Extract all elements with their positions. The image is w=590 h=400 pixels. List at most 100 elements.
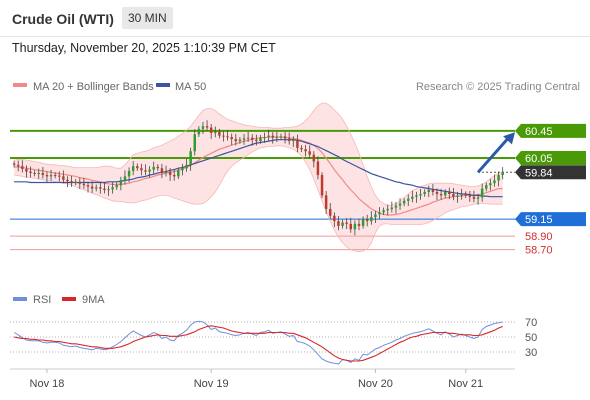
candle: [119, 176, 123, 191]
candle-body: [349, 223, 353, 230]
candle-body: [181, 168, 184, 171]
candle-body: [99, 187, 102, 189]
candle: [443, 189, 447, 199]
candlesticks: [12, 120, 504, 236]
candle: [423, 189, 426, 197]
level-tag-text: 60.45: [525, 126, 553, 138]
candle: [448, 187, 451, 200]
candle: [230, 133, 233, 146]
candle: [378, 207, 381, 219]
candle: [382, 207, 385, 216]
ma20-legend-label: MA 20 + Bollinger Bands: [33, 81, 154, 93]
candle: [386, 204, 389, 216]
candle-body: [324, 195, 328, 209]
level-tag-resistance: 60.45: [515, 123, 586, 138]
level-tag-text: 60.05: [525, 153, 553, 165]
ma20-legend-swatch: [13, 83, 27, 87]
candle-body: [378, 212, 381, 215]
candle: [271, 132, 274, 144]
candle: [251, 134, 254, 146]
candle-body: [333, 215, 336, 222]
candle: [464, 191, 467, 199]
candle: [361, 216, 365, 229]
candle-body: [472, 196, 476, 199]
candle-body: [485, 185, 488, 189]
candle: [33, 170, 36, 177]
candle: [58, 171, 61, 182]
candle: [140, 163, 143, 176]
candle-body: [283, 136, 287, 139]
candle: [115, 182, 118, 190]
candle: [349, 217, 353, 233]
candle-body: [464, 194, 467, 196]
candle: [86, 181, 90, 193]
candle: [292, 136, 295, 148]
candle: [222, 131, 225, 142]
candle-body: [201, 126, 205, 129]
candle-body: [127, 170, 131, 177]
candle-body: [267, 135, 270, 138]
candle-body: [58, 175, 61, 177]
candle-body: [82, 183, 86, 186]
candle: [435, 188, 439, 200]
candle-body: [259, 137, 262, 142]
candle: [493, 174, 496, 187]
candle: [21, 160, 24, 173]
rsi-panel: 30 50 70: [10, 317, 537, 365]
candle: [320, 172, 324, 199]
candle-body: [411, 196, 414, 199]
candle-body: [193, 134, 196, 152]
candle-body: [292, 139, 295, 142]
instrument-title: Crude Oil (WTI): [12, 11, 114, 27]
candle: [345, 218, 348, 230]
candle-body: [480, 188, 484, 198]
candle-body: [263, 137, 266, 139]
candle: [62, 170, 65, 184]
candle-body: [316, 161, 320, 176]
bollinger-upper-line: [14, 102, 503, 206]
candle: [234, 133, 238, 146]
level-tag-bg: [515, 165, 586, 180]
candle-body: [66, 179, 69, 182]
candle-body: [345, 222, 348, 224]
candle-body: [370, 217, 373, 222]
candle-body: [448, 191, 451, 195]
forecast-arrow: [476, 132, 515, 174]
candle: [41, 167, 45, 179]
candle: [452, 188, 455, 201]
forecast-arrow-head: [503, 132, 515, 145]
candle: [370, 211, 373, 225]
candle: [172, 169, 176, 181]
candle-body: [12, 163, 16, 165]
candle: [49, 169, 53, 181]
support-level-text: 58.90: [525, 231, 553, 243]
candle-body: [468, 195, 472, 197]
rsi-line: [13, 320, 503, 365]
rsi-ma-legend-swatch: [62, 297, 76, 301]
level-tag-resistance: 60.05: [515, 151, 586, 166]
price-levels: [10, 129, 580, 251]
candle: [242, 134, 246, 145]
candle-body: [407, 198, 410, 201]
candle-body: [386, 208, 389, 211]
bollinger-lower-line: [14, 145, 503, 253]
candle-body: [435, 191, 439, 195]
interval-button[interactable]: 30 MIN: [122, 7, 173, 29]
candle: [103, 182, 106, 194]
candle-body: [255, 139, 258, 142]
candle: [427, 185, 431, 198]
candle-body: [357, 223, 361, 226]
candle-body: [37, 172, 40, 174]
candle-body: [452, 194, 455, 197]
candle: [357, 218, 361, 231]
candle-body: [341, 222, 344, 226]
candle-body: [172, 175, 176, 177]
candle: [329, 202, 332, 220]
candle-body: [365, 219, 369, 222]
candle: [415, 191, 418, 203]
candle-body: [431, 189, 435, 192]
candle: [419, 188, 422, 200]
candle-body: [222, 135, 225, 137]
candle: [16, 160, 20, 172]
